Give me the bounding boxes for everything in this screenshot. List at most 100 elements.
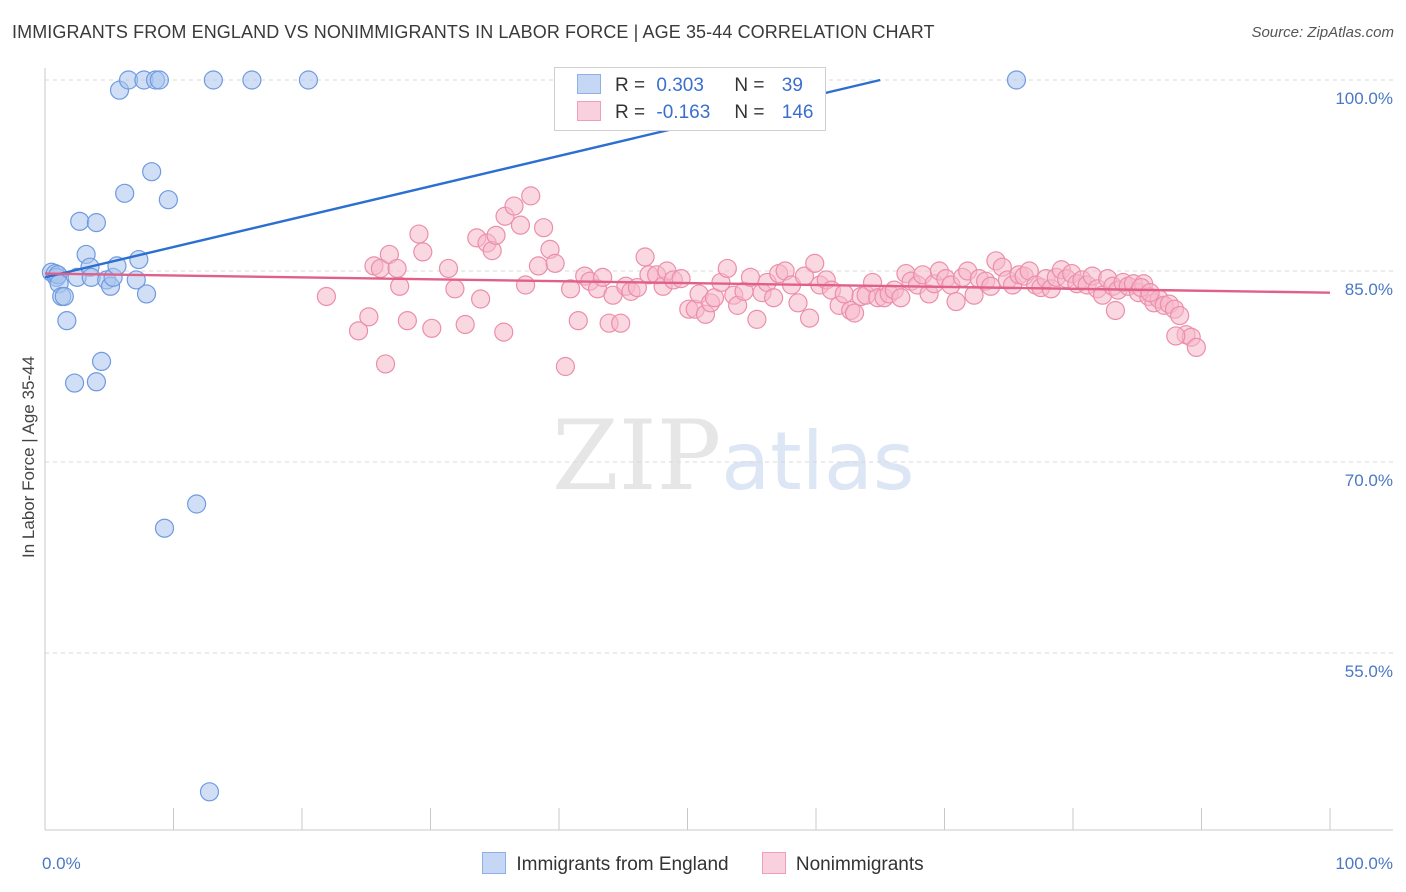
chart-title: IMMIGRANTS FROM ENGLAND VS NONIMMIGRANTS… <box>12 22 935 42</box>
legend-r-value: 0.303 <box>656 75 704 96</box>
data-point <box>521 186 541 206</box>
data-point <box>486 225 506 245</box>
data-point <box>1186 337 1206 357</box>
source-credit: Source: ZipAtlas.com <box>1251 24 1394 41</box>
data-point <box>1166 326 1186 346</box>
series-nonimmigrants <box>316 186 1206 377</box>
data-point <box>54 286 74 307</box>
data-point <box>805 253 825 273</box>
watermark: ZIPatlas <box>552 400 915 512</box>
y-axis-title: In Labor Force | Age 35-44 <box>19 356 38 558</box>
legend-n-value: 39 <box>781 75 803 96</box>
legend-item-nonimmigrants: Nonimmigrants <box>761 852 924 876</box>
x-tick-label: 0.0% <box>42 854 81 873</box>
data-point <box>504 196 524 216</box>
data-point <box>86 213 107 233</box>
data-point <box>242 70 262 90</box>
data-point <box>671 269 691 289</box>
data-point <box>981 276 1001 296</box>
data-points <box>41 70 1206 802</box>
data-point <box>64 373 85 393</box>
data-point <box>593 267 613 287</box>
x-tick-label: 100.0% <box>1335 854 1393 873</box>
trend-line-nonimmigrants <box>44 272 1331 294</box>
axis-labels: 100.0% 85.0% 70.0% 55.0% 0.0% 100.0% In Labor … <box>19 89 1393 873</box>
data-point <box>555 356 576 377</box>
data-point <box>545 253 565 273</box>
data-point <box>788 293 808 313</box>
y-tick-label: 85.0% <box>1345 280 1393 299</box>
grid-lines <box>45 79 1395 654</box>
data-point <box>413 242 433 262</box>
legend-swatch <box>482 852 507 874</box>
data-point <box>455 314 475 335</box>
data-point <box>203 70 223 90</box>
watermark-zip: ZIP <box>552 400 722 512</box>
legend-swatch-immigrants <box>577 74 601 94</box>
data-point <box>142 162 162 182</box>
data-point <box>70 211 90 231</box>
legend-r-label: R = <box>615 102 646 123</box>
legend-n-label: N = <box>734 75 765 96</box>
data-point <box>568 311 588 331</box>
data-point <box>560 279 581 299</box>
legend-n-label: N = <box>734 102 765 123</box>
y-tick-label: 100.0% <box>1335 89 1393 108</box>
data-point <box>471 289 491 309</box>
data-point <box>438 258 459 279</box>
data-point <box>375 354 396 374</box>
data-point <box>348 321 369 341</box>
series-legend: Immigrants from England Nonimmigrants <box>0 852 1406 876</box>
data-point <box>1170 305 1190 326</box>
stats-legend: R = 0.303 N = 39 R = -0.163 N = 146 <box>554 67 826 131</box>
data-point <box>1006 70 1027 90</box>
data-point <box>515 275 536 295</box>
data-point <box>635 247 655 267</box>
legend-row-nonimmigrants: R = -0.163 N = 146 <box>577 101 813 125</box>
data-point <box>799 308 820 328</box>
data-point <box>717 258 737 279</box>
data-point <box>86 372 107 392</box>
data-point <box>445 279 465 299</box>
data-point <box>136 284 157 304</box>
y-tick-label: 70.0% <box>1345 471 1393 490</box>
data-point <box>409 224 429 244</box>
data-point <box>528 256 549 276</box>
legend-label: Nonimmigrants <box>795 854 924 875</box>
data-point <box>91 351 112 372</box>
data-point <box>946 291 966 312</box>
legend-row-immigrants: R = 0.303 N = 39 <box>577 74 803 98</box>
data-point <box>494 322 514 342</box>
data-point <box>397 311 417 331</box>
data-point <box>510 215 531 235</box>
data-point <box>199 782 220 802</box>
data-point <box>316 286 337 307</box>
data-point <box>1105 300 1126 321</box>
legend-swatch-nonimmigrants <box>577 101 601 121</box>
data-point <box>891 288 911 308</box>
data-point <box>57 311 77 331</box>
legend-item-immigrants: Immigrants from England <box>482 852 729 876</box>
data-point <box>763 288 784 308</box>
watermark-atlas: atlas <box>721 415 915 508</box>
axes <box>44 68 1393 831</box>
data-point <box>834 284 854 304</box>
legend-n-value: 146 <box>781 102 814 123</box>
data-point <box>359 307 379 327</box>
legend-swatch <box>761 852 786 874</box>
y-tick-label: 55.0% <box>1345 662 1393 681</box>
data-point <box>844 303 865 323</box>
data-point <box>611 313 631 333</box>
data-point <box>158 190 178 210</box>
data-point <box>387 258 407 279</box>
data-point <box>149 70 169 90</box>
data-point <box>154 518 175 538</box>
legend-r-value: -0.163 <box>656 102 711 123</box>
data-point <box>1140 283 1160 303</box>
data-point <box>533 218 554 238</box>
data-point <box>422 318 442 338</box>
legend-r-label: R = <box>615 75 646 96</box>
data-point <box>390 276 410 296</box>
data-point <box>298 70 319 90</box>
